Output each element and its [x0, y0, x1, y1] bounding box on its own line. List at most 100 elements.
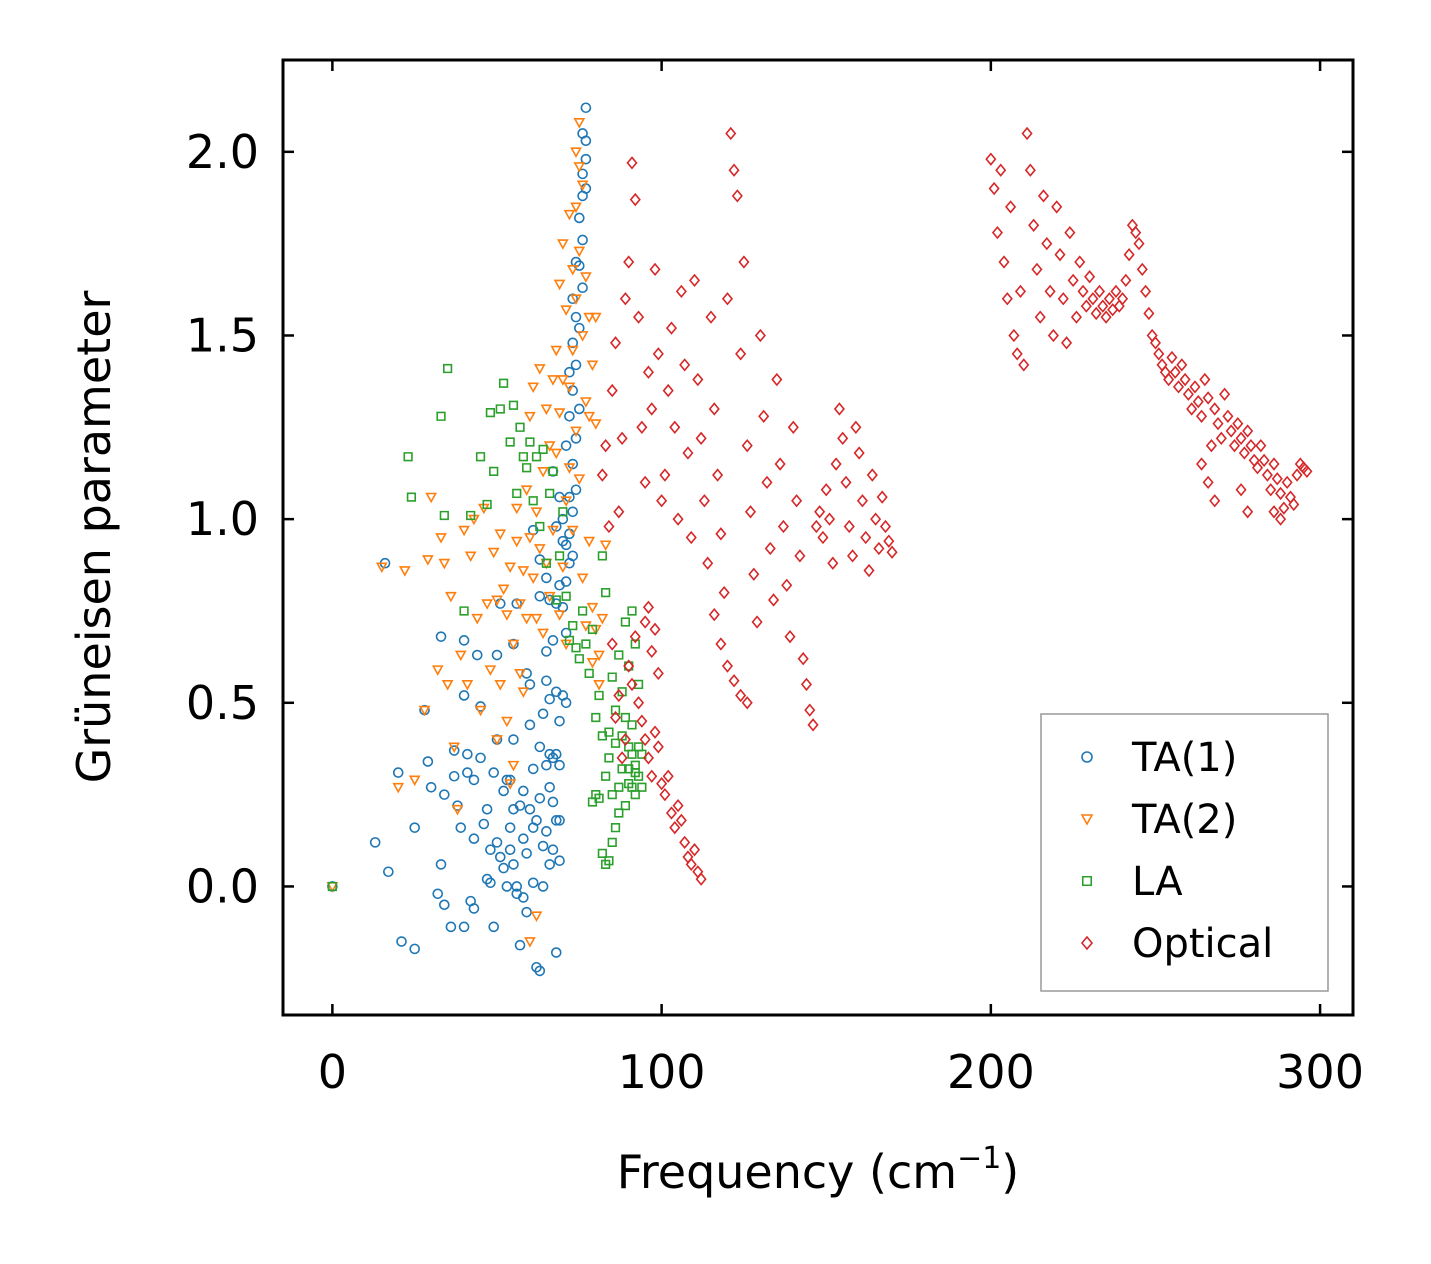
- data-point: [577, 282, 588, 294]
- data-point: [619, 732, 631, 747]
- data-point: [639, 732, 651, 747]
- data-point: [570, 484, 582, 496]
- data-point: [1047, 328, 1059, 343]
- data-point: [485, 407, 496, 418]
- data-point: [580, 397, 592, 408]
- data-point: [560, 576, 572, 587]
- data-point: [843, 519, 855, 534]
- data-point: [672, 512, 684, 526]
- data-point: [649, 725, 661, 739]
- data-point: [528, 496, 538, 506]
- data-point: [639, 475, 651, 490]
- data-point: [556, 239, 569, 250]
- legend: TA(1) TA(2) LA Optical: [1040, 713, 1329, 992]
- data-point: [567, 506, 579, 518]
- data-point: [1153, 347, 1165, 361]
- legend-label: Optical: [1132, 921, 1273, 967]
- data-point: [761, 475, 773, 490]
- data-point: [593, 680, 605, 691]
- data-point: [603, 519, 615, 534]
- data-point: [1291, 468, 1303, 482]
- data-point: [541, 558, 552, 568]
- data-point: [1255, 439, 1267, 453]
- data-point: [580, 153, 592, 165]
- data-point: [1202, 475, 1214, 490]
- data-point: [659, 468, 671, 482]
- data-point: [540, 404, 553, 416]
- data-point: [675, 813, 687, 827]
- data-point: [554, 551, 565, 561]
- data-point: [525, 437, 535, 447]
- data-point: [576, 180, 589, 192]
- data-point: [558, 507, 568, 517]
- data-point: [1166, 350, 1178, 365]
- data-point: [721, 659, 734, 673]
- data-point: [624, 778, 634, 789]
- data-point: [1265, 483, 1277, 497]
- data-point: [392, 782, 405, 794]
- data-point: [771, 372, 783, 387]
- data-point: [601, 859, 611, 870]
- data-point: [646, 644, 658, 659]
- data-point: [715, 527, 727, 541]
- data-point: [600, 439, 612, 453]
- data-point: [531, 452, 542, 462]
- data-point: [458, 525, 470, 537]
- data-point: [524, 533, 536, 544]
- data-point: [442, 363, 453, 374]
- data-point: [629, 192, 641, 207]
- data-point: [545, 488, 555, 499]
- data-point: [642, 751, 654, 765]
- data-point: [1070, 310, 1082, 324]
- data-point: [553, 610, 566, 621]
- data-point: [501, 881, 513, 892]
- legend-item: LA: [1081, 859, 1183, 905]
- data-point: [567, 293, 579, 305]
- data-point: [518, 892, 529, 903]
- data-point: [406, 492, 417, 502]
- data-point: [482, 499, 492, 510]
- data-point: [1087, 292, 1099, 306]
- data-point: [614, 782, 624, 792]
- data-point: [1251, 461, 1264, 475]
- legend-label: LA: [1132, 859, 1183, 905]
- y-tick-label: 1.5: [186, 308, 259, 362]
- data-point: [607, 837, 617, 847]
- legend-box: [1040, 713, 1329, 992]
- data-point: [458, 635, 470, 646]
- data-point: [1215, 431, 1227, 445]
- data-point: [498, 785, 509, 797]
- data-point: [591, 712, 601, 723]
- data-point: [1097, 299, 1109, 313]
- data-point: [511, 598, 523, 609]
- data-point: [445, 921, 457, 933]
- data-point: [721, 292, 734, 306]
- data-point: [669, 821, 681, 835]
- y-tick-label: 2.0: [186, 125, 259, 179]
- data-point: [425, 781, 437, 793]
- data-point: [1235, 483, 1247, 497]
- data-point: [547, 635, 559, 646]
- data-point: [629, 630, 641, 644]
- data-point: [856, 494, 868, 508]
- data-point: [527, 877, 539, 889]
- data-point: [754, 328, 766, 343]
- data-point: [541, 646, 552, 657]
- data-point: [462, 748, 473, 760]
- data-point: [715, 637, 727, 651]
- data-point: [544, 859, 555, 870]
- data-point: [1061, 336, 1073, 350]
- data-point: [554, 715, 565, 727]
- data-point: [504, 779, 517, 790]
- data-point: [533, 544, 546, 555]
- data-point: [563, 209, 576, 221]
- data-point: [392, 767, 404, 778]
- data-point: [408, 775, 421, 787]
- data-point: [1202, 391, 1214, 405]
- data-point: [1037, 189, 1050, 203]
- data-point: [504, 562, 517, 574]
- data-point: [422, 756, 434, 767]
- data-point: [995, 163, 1007, 177]
- data-point: [1281, 475, 1293, 490]
- data-point: [1057, 292, 1069, 306]
